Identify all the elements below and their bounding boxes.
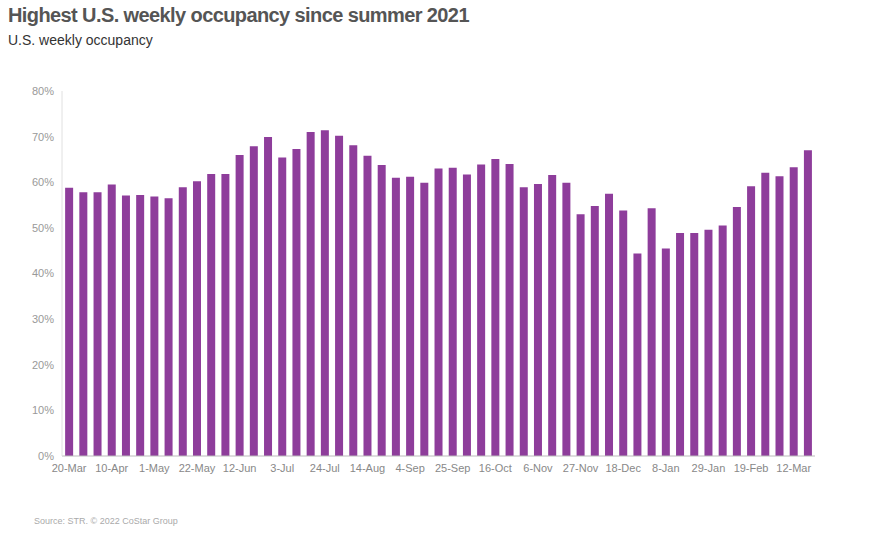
svg-text:70%: 70% [32, 131, 54, 143]
svg-text:20%: 20% [32, 359, 54, 371]
svg-text:4-Sep: 4-Sep [395, 462, 424, 474]
svg-text:80%: 80% [32, 85, 54, 97]
svg-text:16-Oct: 16-Oct [479, 462, 512, 474]
html-text:Highest U.S. weekly occupancy: Highest U.S. weekly occupancy since summ… [8, 4, 469, 26]
svg-text:0%: 0% [38, 450, 54, 462]
svg-text:50%: 50% [32, 222, 54, 234]
svg-text:25-Sep: 25-Sep [435, 462, 470, 474]
svg-text:30%: 30% [32, 313, 54, 325]
svg-text:10%: 10% [32, 404, 54, 416]
svg-text:22-May: 22-May [179, 462, 216, 474]
svg-text:19-Feb: 19-Feb [734, 462, 769, 474]
html-text:U.S. weekly occupancy: U.S. weekly occupancy [8, 32, 153, 48]
svg-text:12-Jun: 12-Jun [223, 462, 257, 474]
svg-text:1-May: 1-May [139, 462, 170, 474]
svg-text:20-Mar: 20-Mar [52, 462, 87, 474]
svg-text:24-Jul: 24-Jul [310, 462, 340, 474]
svg-text:3-Jul: 3-Jul [270, 462, 294, 474]
svg-text:29-Jan: 29-Jan [692, 462, 726, 474]
svg-text:12-Mar: 12-Mar [776, 462, 811, 474]
svg-text:60%: 60% [32, 176, 54, 188]
svg-text:10-Apr: 10-Apr [95, 462, 128, 474]
svg-text:40%: 40% [32, 267, 54, 279]
html-text:Source: STR. © 2022 CoStar Gro: Source: STR. © 2022 CoStar Group [34, 516, 178, 526]
svg-text:8-Jan: 8-Jan [652, 462, 680, 474]
svg-text:6-Nov: 6-Nov [523, 462, 553, 474]
svg-text:18-Dec: 18-Dec [605, 462, 641, 474]
svg-text:27-Nov: 27-Nov [563, 462, 599, 474]
svg-text:14-Aug: 14-Aug [350, 462, 385, 474]
